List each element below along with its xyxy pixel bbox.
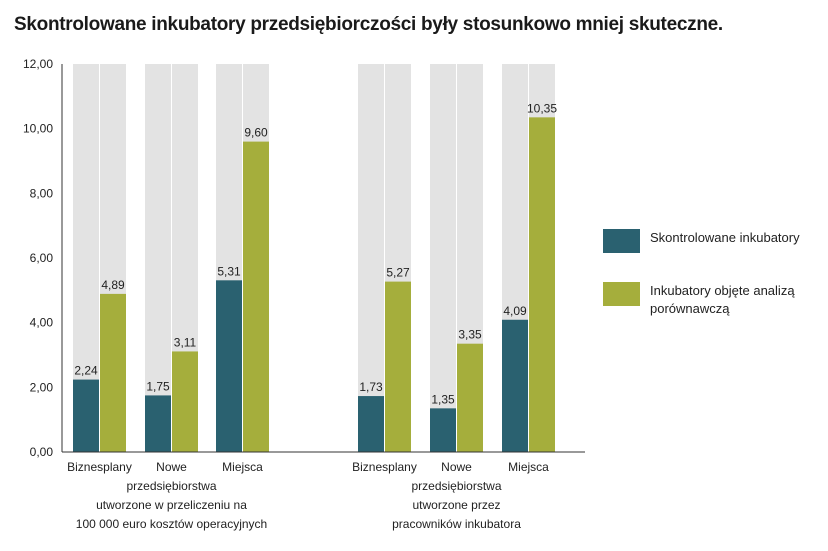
category-label: Biznesplany — [352, 460, 417, 474]
category-label: Biznesplany — [67, 460, 132, 474]
data-label: 3,35 — [458, 328, 482, 342]
legend-label: Skontrolowane inkubatory — [650, 230, 800, 245]
category-label: Miejsca — [222, 460, 263, 474]
bar — [529, 117, 555, 452]
data-label: 1,75 — [146, 379, 170, 393]
data-label: 9,60 — [244, 126, 268, 140]
group-caption: pracowników inkubatora — [392, 517, 521, 531]
legend-label: Inkubatory objęte analizą porównawczą — [650, 283, 795, 316]
group-caption: utworzone przez — [412, 498, 500, 512]
y-tick-label: 12,00 — [23, 57, 53, 71]
group-caption: 100 000 euro kosztów operacyjnych — [76, 517, 267, 531]
bar — [457, 343, 483, 452]
background-column — [145, 64, 171, 452]
group-caption: utworzone w przeliczeniu na — [96, 498, 247, 512]
bar — [502, 319, 528, 452]
data-label: 1,35 — [431, 392, 455, 406]
bar — [172, 351, 198, 452]
y-tick-label: 2,00 — [30, 380, 54, 394]
legend-item-benchmark: Inkubatory objęte analizą porównawczą — [603, 282, 800, 318]
data-label: 4,89 — [101, 278, 125, 292]
data-label: 2,24 — [74, 364, 98, 378]
category-label: przedsiębiorstwa — [126, 479, 216, 493]
legend-swatch — [603, 282, 640, 306]
chart-title: Skontrolowane inkubatory przedsiębiorczo… — [14, 14, 723, 35]
y-tick-label: 10,00 — [23, 122, 53, 136]
bar — [243, 141, 269, 452]
background-column — [430, 64, 456, 452]
bar — [385, 281, 411, 452]
data-label: 5,31 — [217, 264, 241, 278]
y-tick-label: 8,00 — [30, 186, 54, 200]
background-column — [358, 64, 384, 452]
bar — [430, 408, 456, 452]
data-label: 10,35 — [527, 101, 557, 115]
y-tick-label: 4,00 — [30, 316, 54, 330]
category-label: Nowe — [441, 460, 472, 474]
y-tick-label: 0,00 — [30, 445, 54, 459]
data-label: 1,73 — [359, 380, 383, 394]
bar — [145, 395, 171, 452]
category-label: Nowe — [156, 460, 187, 474]
data-label: 5,27 — [386, 266, 410, 280]
legend-item-audited: Skontrolowane inkubatory — [603, 229, 800, 253]
data-label: 4,09 — [503, 304, 527, 318]
bar — [358, 396, 384, 452]
category-label: Miejsca — [508, 460, 549, 474]
bar — [100, 293, 126, 452]
data-label: 3,11 — [174, 335, 197, 349]
category-label: przedsiębiorstwa — [411, 479, 501, 493]
y-tick-label: 6,00 — [30, 251, 54, 265]
bar — [216, 280, 242, 452]
bar — [73, 379, 99, 452]
legend-swatch — [603, 229, 640, 253]
